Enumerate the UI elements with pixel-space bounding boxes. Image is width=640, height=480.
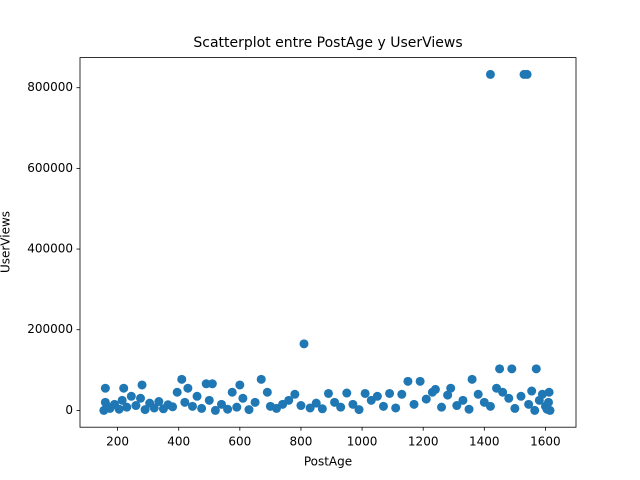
point	[372, 391, 382, 401]
point	[311, 398, 321, 408]
x-tick-label: 1200	[408, 435, 439, 449]
point	[378, 401, 388, 411]
point	[485, 69, 495, 79]
point	[464, 404, 474, 414]
point	[522, 69, 532, 79]
point	[458, 395, 468, 405]
point	[244, 405, 254, 415]
point	[207, 379, 217, 389]
point	[467, 374, 477, 384]
point	[495, 364, 505, 374]
point	[183, 383, 193, 393]
point	[299, 339, 309, 349]
point	[296, 401, 306, 411]
point	[510, 403, 520, 413]
point	[360, 388, 370, 398]
point	[342, 388, 352, 398]
point	[354, 405, 364, 415]
point	[507, 364, 517, 374]
point	[492, 383, 502, 393]
point	[290, 389, 300, 399]
point	[409, 399, 419, 409]
point	[232, 402, 242, 412]
point	[114, 404, 124, 414]
point	[452, 401, 462, 411]
point	[323, 388, 333, 398]
y-tick-label: 800000	[27, 80, 73, 94]
point	[149, 403, 159, 413]
point	[117, 395, 127, 405]
point	[284, 395, 294, 405]
point	[227, 387, 237, 397]
x-tick-label: 200	[106, 435, 129, 449]
point	[473, 389, 483, 399]
point	[443, 390, 453, 400]
point	[136, 393, 146, 403]
point	[485, 401, 495, 411]
point	[177, 374, 187, 384]
point	[430, 384, 440, 394]
point	[543, 397, 553, 407]
y-tick-label: 600000	[27, 161, 73, 175]
point	[527, 386, 537, 396]
point	[421, 394, 431, 404]
point	[305, 403, 315, 413]
point	[531, 364, 541, 374]
point	[223, 404, 233, 414]
point	[119, 383, 129, 393]
point	[446, 383, 456, 393]
point	[504, 393, 514, 403]
point	[216, 399, 226, 409]
point	[545, 405, 555, 415]
point	[391, 403, 401, 413]
point	[385, 388, 395, 398]
x-axis-label: PostAge	[304, 455, 352, 469]
point	[204, 395, 214, 405]
point	[122, 402, 132, 412]
point	[530, 405, 540, 415]
point	[137, 380, 147, 390]
point	[180, 397, 190, 407]
point	[397, 389, 407, 399]
point	[256, 374, 266, 384]
point	[336, 402, 346, 412]
x-tick-label: 600	[228, 435, 251, 449]
point	[126, 391, 136, 401]
point	[154, 397, 164, 407]
x-tick-label: 1000	[347, 435, 378, 449]
point	[262, 387, 272, 397]
point	[131, 401, 141, 411]
point	[524, 399, 534, 409]
point	[238, 393, 248, 403]
y-tick-label: 400000	[27, 242, 73, 256]
point	[140, 405, 150, 415]
point	[250, 397, 260, 407]
chart-title: Scatterplot entre PostAge y UserViews	[193, 35, 462, 51]
point	[192, 391, 202, 401]
point	[330, 397, 340, 407]
plot-frame	[79, 57, 577, 428]
point	[100, 383, 110, 393]
point	[172, 387, 182, 397]
point	[437, 402, 447, 412]
point	[317, 404, 327, 414]
x-tick-label: 400	[167, 435, 190, 449]
x-tick-label: 800	[290, 435, 313, 449]
point	[168, 402, 178, 412]
x-tick-label: 1400	[469, 435, 500, 449]
point	[516, 391, 526, 401]
y-tick-label: 200000	[27, 322, 73, 336]
point	[544, 387, 554, 397]
point	[197, 403, 207, 413]
point	[210, 405, 220, 415]
x-tick-label: 1600	[530, 435, 561, 449]
point	[348, 399, 358, 409]
point	[187, 401, 197, 411]
point	[415, 376, 425, 386]
point	[403, 376, 413, 386]
y-tick-label: 0	[65, 403, 73, 417]
point	[235, 380, 245, 390]
y-axis-label: UserViews	[0, 211, 13, 273]
